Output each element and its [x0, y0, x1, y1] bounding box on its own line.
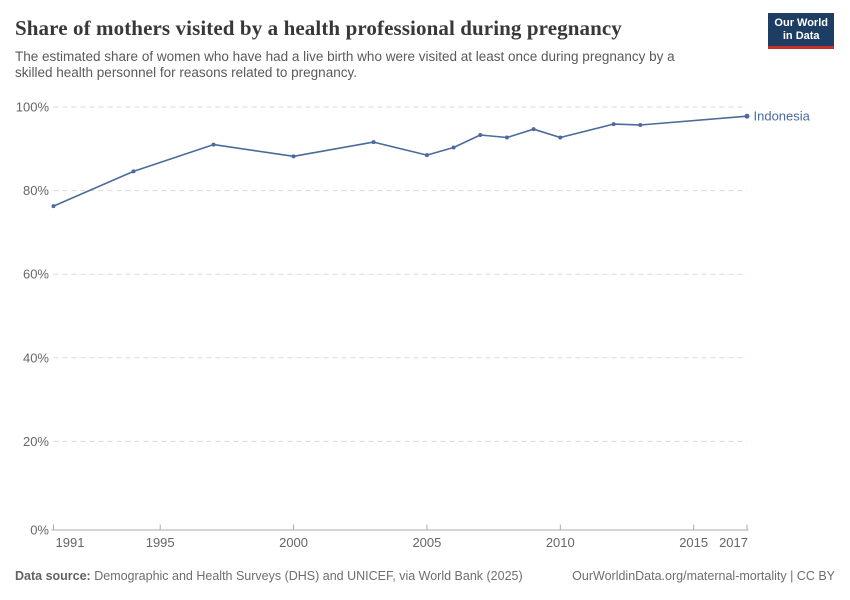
data-point-2009[interactable]: [531, 127, 536, 132]
data-source-label: Data source:: [15, 569, 91, 583]
y-tick-label-0: 0%: [30, 523, 49, 538]
data-point-2005[interactable]: [424, 153, 429, 158]
data-point-2008[interactable]: [504, 135, 509, 140]
data-point-2000[interactable]: [291, 154, 296, 159]
logo-line-2: in Data: [782, 30, 820, 42]
subtitle-line-2: skilled health personnel for reasons rel…: [15, 65, 357, 80]
data-point-2006[interactable]: [451, 145, 456, 150]
data-point-1994[interactable]: [131, 169, 136, 174]
x-tick-label-2017: 2017: [719, 535, 748, 550]
x-tick-label-2015: 2015: [679, 535, 708, 550]
x-tick-label-2000: 2000: [279, 535, 308, 550]
chart-subtitle: The estimated share of women who have ha…: [15, 49, 675, 81]
owid-logo[interactable]: Our World in Data: [768, 13, 834, 49]
data-source-text: Demographic and Health Surveys (DHS) and…: [94, 569, 523, 583]
y-tick-label-60: 60%: [23, 267, 49, 282]
data-point-2010[interactable]: [558, 135, 563, 140]
data-point-1991[interactable]: [51, 204, 56, 209]
data-source-note: Data source: Demographic and Health Surv…: [15, 569, 523, 583]
credit-link[interactable]: OurWorldinData.org/maternal-mortality | …: [572, 569, 835, 583]
data-point-2013[interactable]: [638, 122, 643, 127]
x-tick-label-1995: 1995: [146, 535, 175, 550]
x-tick-label-2005: 2005: [412, 535, 441, 550]
series-label-indonesia[interactable]: Indonesia: [754, 109, 811, 124]
data-point-2003[interactable]: [371, 140, 376, 145]
x-tick-label-1991: 1991: [56, 535, 85, 550]
data-point-2007[interactable]: [478, 133, 483, 138]
subtitle-line-1: The estimated share of women who have ha…: [15, 49, 675, 64]
data-point-2012[interactable]: [611, 122, 616, 127]
indonesia-line[interactable]: [53, 115, 748, 207]
x-tick-label-2010: 2010: [546, 535, 575, 550]
y-tick-label-20: 20%: [23, 434, 49, 449]
data-point-2017[interactable]: [744, 113, 750, 119]
y-tick-label-80: 80%: [23, 183, 49, 198]
y-tick-label-40: 40%: [23, 350, 49, 365]
page-title: Share of mothers visited by a health pro…: [15, 16, 622, 40]
y-tick-label-100: 100%: [16, 100, 50, 115]
logo-line-1: Our World: [774, 17, 828, 29]
data-point-1997[interactable]: [211, 142, 216, 147]
